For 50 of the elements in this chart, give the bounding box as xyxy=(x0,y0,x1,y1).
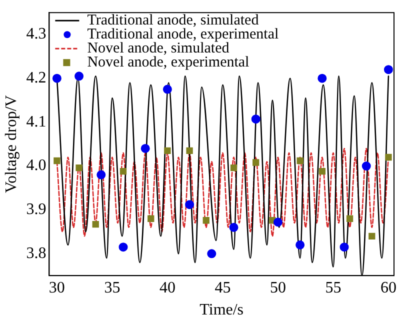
point xyxy=(229,222,238,232)
x-tick-label: 45 xyxy=(214,279,231,296)
y-tick-label: 3.9 xyxy=(26,201,46,218)
point xyxy=(162,84,172,94)
legend-label: Novel anode, experimental xyxy=(87,54,250,71)
point xyxy=(74,72,84,81)
point xyxy=(186,147,193,154)
point xyxy=(362,162,371,171)
y-tick-label: 4.2 xyxy=(26,70,46,87)
point xyxy=(52,74,62,83)
point xyxy=(202,217,210,224)
point xyxy=(368,232,376,240)
point xyxy=(140,144,150,153)
point xyxy=(340,242,349,252)
y-tick-label: 4.1 xyxy=(26,113,46,130)
x-tick-label: 55 xyxy=(325,279,342,296)
legend-label: Novel anode, simulated xyxy=(87,40,230,57)
point xyxy=(296,157,304,164)
y-tick-label: 4.0 xyxy=(26,157,46,174)
x-axis-title: Time/s xyxy=(200,302,244,319)
point xyxy=(92,220,99,228)
point xyxy=(207,249,216,258)
y-tick-label: 3.8 xyxy=(26,244,46,262)
point xyxy=(251,114,260,124)
point xyxy=(252,159,260,166)
legend-label: Traditional anode, experimental xyxy=(87,26,279,43)
point xyxy=(54,157,60,164)
point xyxy=(76,164,82,172)
point xyxy=(118,242,128,252)
point xyxy=(120,168,127,175)
point xyxy=(346,215,354,222)
x-tick-label: 50 xyxy=(270,279,286,296)
point xyxy=(230,164,238,172)
point xyxy=(384,65,393,74)
point xyxy=(185,200,194,210)
x-tick-label: 30 xyxy=(48,279,65,296)
point xyxy=(148,215,154,222)
point xyxy=(164,147,171,154)
x-tick-label: 60 xyxy=(380,279,396,296)
point xyxy=(296,240,305,250)
x-tick-label: 40 xyxy=(159,279,176,296)
point xyxy=(318,168,326,175)
legend-label: Traditional anode, simulated xyxy=(87,12,260,29)
point xyxy=(273,218,282,227)
point xyxy=(318,74,327,83)
point xyxy=(96,170,106,180)
x-tick-label: 35 xyxy=(104,279,120,296)
y-tick-label: 4.3 xyxy=(26,26,46,43)
point xyxy=(385,154,392,161)
y-axis-title: Voltage drop/V xyxy=(2,94,20,194)
